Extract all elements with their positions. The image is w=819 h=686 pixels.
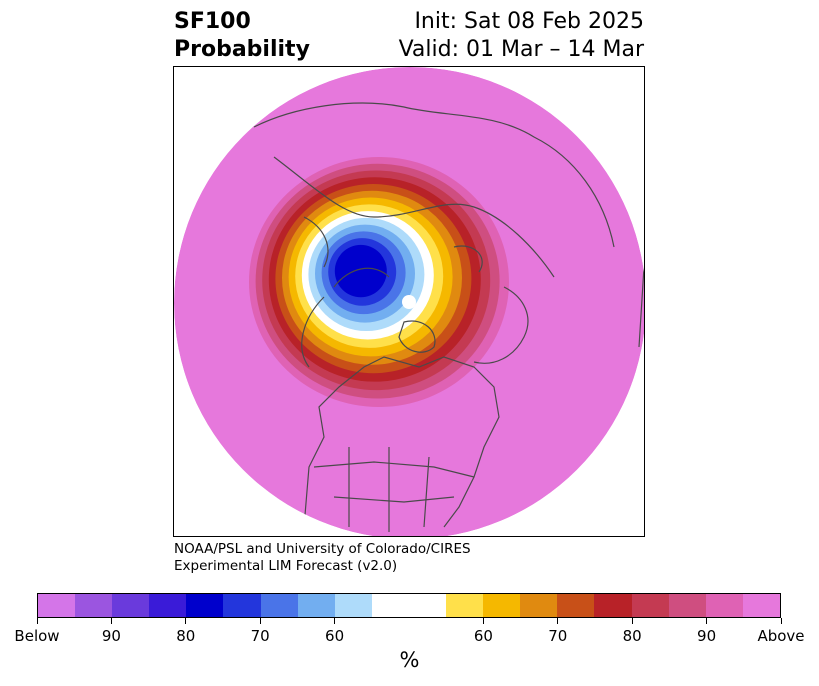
colorbar-tick-label: 70 xyxy=(250,627,270,645)
colorbar-unit-label: % xyxy=(399,648,420,672)
colorbar-tick xyxy=(334,618,336,624)
colorbar-segment xyxy=(334,594,372,617)
colorbar-tick-label: 60 xyxy=(325,627,345,645)
colorbar xyxy=(37,593,781,618)
colorbar-tick xyxy=(631,618,633,624)
colorbar-tick xyxy=(259,618,261,624)
credit-line-2: Experimental LIM Forecast (v2.0) xyxy=(174,558,398,574)
credit-line-1: NOAA/PSL and University of Colorado/CIRE… xyxy=(174,541,471,557)
polar-map-svg xyxy=(174,67,644,536)
title-variable: SF100 xyxy=(174,9,251,34)
colorbar-segment xyxy=(260,594,298,617)
map-title: SF100 Probability xyxy=(174,8,310,64)
colorbar-tick-label: 90 xyxy=(101,627,121,645)
colorbar-tick-label: Above xyxy=(757,627,805,645)
colorbar-segment xyxy=(631,594,669,617)
colorbar-tick-label: 60 xyxy=(473,627,493,645)
colorbar-segment xyxy=(223,594,261,617)
credit-text: NOAA/PSL and University of Colorado/CIRE… xyxy=(174,541,471,575)
colorbar-tick xyxy=(706,618,708,624)
colorbar-tick xyxy=(780,618,782,624)
colorbar-tick xyxy=(482,618,484,624)
init-date: Init: Sat 08 Feb 2025 xyxy=(414,9,644,34)
forecast-dates: Init: Sat 08 Feb 2025 Valid: 01 Mar – 14… xyxy=(399,8,644,64)
colorbar-tick xyxy=(185,618,187,624)
small-anomaly-spot xyxy=(402,295,416,309)
colorbar-tick-label: Below xyxy=(14,627,60,645)
colorbar-segment xyxy=(38,594,76,617)
colorbar-tick xyxy=(36,618,38,624)
colorbar-segment xyxy=(112,594,150,617)
colorbar-segment xyxy=(594,594,632,617)
colorbar-tick-label: 70 xyxy=(548,627,568,645)
colorbar-segment xyxy=(371,594,447,617)
probability-contour xyxy=(334,244,387,298)
colorbar-segment xyxy=(742,594,780,617)
colorbar-segment xyxy=(557,594,595,617)
colorbar-segment xyxy=(483,594,521,617)
colorbar-tick xyxy=(557,618,559,624)
colorbar-segment xyxy=(668,594,706,617)
valid-period: Valid: 01 Mar – 14 Mar xyxy=(398,37,644,62)
colorbar-tick-label: 80 xyxy=(622,627,642,645)
forecast-map xyxy=(173,66,645,537)
colorbar-segment xyxy=(297,594,335,617)
colorbar-segment xyxy=(186,594,224,617)
colorbar-tick-label: 90 xyxy=(697,627,717,645)
colorbar-segment xyxy=(149,594,187,617)
colorbar-segment xyxy=(75,594,113,617)
colorbar-segment xyxy=(446,594,484,617)
colorbar-tick xyxy=(110,618,112,624)
title-product: Probability xyxy=(174,37,310,62)
colorbar-segment xyxy=(520,594,558,617)
colorbar-segment xyxy=(705,594,743,617)
colorbar-tick-label: 80 xyxy=(176,627,196,645)
